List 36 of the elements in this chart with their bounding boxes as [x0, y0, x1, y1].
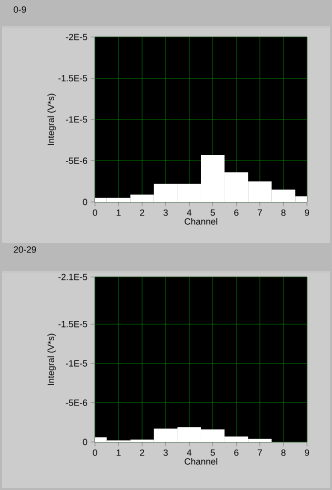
- y-tick-label: -5E-6: [66, 400, 88, 406]
- x-tick-label: 7: [258, 449, 262, 456]
- x-tick-label: 4: [186, 449, 192, 456]
- x-tick-label: 0: [92, 209, 98, 216]
- y-tick-label: -1E-5: [66, 360, 88, 367]
- x-axis-title: Channel: [184, 458, 218, 465]
- y-tick-label: -1E-5: [66, 116, 88, 123]
- y-tick-label: -5E-6: [66, 158, 88, 164]
- x-tick-label: 5: [210, 209, 215, 216]
- y-tick-label: -2E-5: [66, 34, 88, 40]
- y-tick-label: -1.5E-5: [58, 321, 88, 328]
- x-tick-label: 2: [140, 209, 144, 216]
- y-axis-title: Integral (V*s): [47, 334, 56, 385]
- x-tick-label: 7: [258, 209, 262, 216]
- x-tick-label: 8: [281, 449, 286, 456]
- x-tick-label: 6: [234, 209, 238, 216]
- x-tick-label: 0: [92, 449, 98, 456]
- chart-title: 20-29: [14, 246, 36, 253]
- x-tick-label: 8: [281, 209, 286, 216]
- text: 0-9: [14, 6, 26, 13]
- x-tick-label: 1: [116, 209, 121, 216]
- y-tick-label: 0: [82, 438, 88, 446]
- x-tick-label: 5: [210, 449, 215, 456]
- x-tick-label: 9: [304, 209, 310, 216]
- y-tick-label: 0: [82, 198, 88, 206]
- x-tick-label: 6: [234, 449, 238, 456]
- x-tick-label: 2: [140, 449, 144, 456]
- x-tick-label: 1: [116, 449, 121, 456]
- x-tick-label: 3: [164, 209, 168, 216]
- y-tick-label: -1.5E-5: [58, 75, 88, 82]
- x-tick-label: 4: [186, 209, 192, 216]
- y-tick-label: -2.1E-5: [58, 274, 88, 280]
- x-axis-title: Channel: [184, 218, 218, 225]
- x-tick-label: 9: [304, 449, 310, 456]
- x-tick-label: 3: [164, 449, 168, 456]
- y-axis-title: Integral (V*s): [47, 94, 56, 145]
